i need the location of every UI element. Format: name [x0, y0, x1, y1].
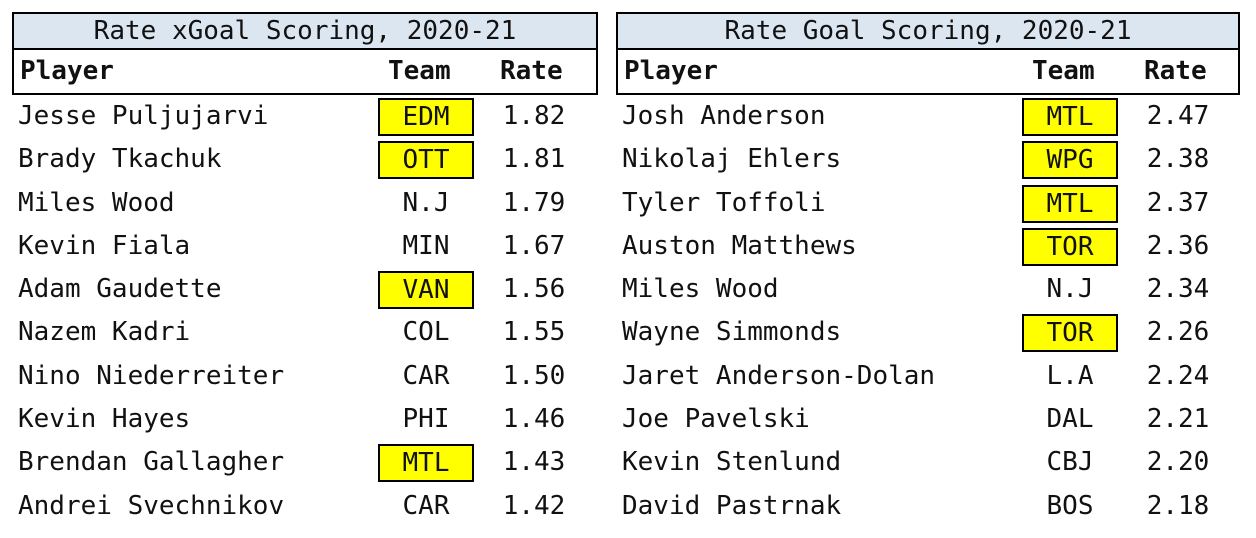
team-code: CAR: [402, 360, 450, 391]
rate-value: 2.36: [1146, 230, 1210, 261]
rate-value: 1.42: [502, 490, 566, 521]
team-badge-highlighted: WPG: [1022, 141, 1118, 180]
player-name: Jaret Anderson-Dolan: [622, 360, 936, 391]
table-row: Nikolaj Ehlers WPG 2.38: [616, 138, 1240, 181]
header-rate: Rate: [500, 56, 563, 86]
rate-value: 2.24: [1146, 360, 1210, 391]
player-name: Kevin Fiala: [18, 230, 191, 261]
player-name: Brendan Gallagher: [18, 447, 285, 478]
rate-value: 1.79: [502, 187, 566, 218]
team-code: DAL: [1046, 404, 1094, 435]
table-header: Player Team Rate: [616, 50, 1240, 95]
table-row: David Pastrnak BOS 2.18: [616, 485, 1240, 528]
header-rate: Rate: [1144, 56, 1207, 86]
table-header: Player Team Rate: [12, 50, 598, 95]
rate-value: 2.34: [1146, 274, 1210, 305]
player-name: Josh Anderson: [622, 101, 826, 131]
rate-value: 1.81: [502, 144, 566, 175]
player-name: Wayne Simmonds: [622, 317, 842, 348]
table-row: Brendan Gallagher MTL 1.43: [12, 441, 598, 484]
player-name: Kevin Stenlund: [622, 447, 842, 478]
rate-value: 2.37: [1146, 187, 1210, 218]
player-name: Kevin Hayes: [18, 404, 191, 435]
table-row: Joe Pavelski DAL 2.21: [616, 398, 1240, 441]
header-team: Team: [1032, 56, 1095, 86]
table-row: Nino Niederreiter CAR 1.50: [12, 355, 598, 398]
player-name: David Pastrnak: [622, 490, 842, 521]
rate-value: 2.47: [1146, 101, 1210, 131]
team-badge-highlighted: TOR: [1022, 227, 1118, 266]
header-team: Team: [388, 56, 451, 86]
team-badge-highlighted: EDM: [378, 98, 474, 136]
player-name: Nino Niederreiter: [18, 360, 285, 391]
team-badge-highlighted: OTT: [378, 141, 474, 180]
player-name: Brady Tkachuk: [18, 144, 222, 175]
rate-value: 1.55: [502, 317, 566, 348]
team-code: MIN: [402, 230, 450, 261]
rate-value: 1.82: [502, 101, 566, 131]
player-name: Miles Wood: [18, 187, 175, 218]
team-badge-highlighted: VAN: [378, 271, 474, 310]
team-code: L.A: [1046, 360, 1094, 391]
player-name: Joe Pavelski: [622, 404, 810, 435]
table-row: Josh Anderson MTL 2.47: [616, 95, 1240, 138]
table-row: Kevin Stenlund CBJ 2.20: [616, 441, 1240, 484]
table-row: Tyler Toffoli MTL 2.37: [616, 182, 1240, 225]
table-title: Rate xGoal Scoring, 2020-21: [12, 12, 598, 50]
team-badge-highlighted: MTL: [1022, 98, 1118, 136]
table-row: Brady Tkachuk OTT 1.81: [12, 138, 598, 181]
team-code: COL: [402, 317, 450, 348]
rate-value: 2.21: [1146, 404, 1210, 435]
rate-value: 2.18: [1146, 490, 1210, 521]
table-title: Rate Goal Scoring, 2020-21: [616, 12, 1240, 50]
rate-value: 2.20: [1146, 447, 1210, 478]
team-code: PHI: [402, 404, 450, 435]
xgoal-table: Rate xGoal Scoring, 2020-21 Player Team …: [12, 12, 598, 528]
rate-value: 1.56: [502, 274, 566, 305]
team-badge-highlighted: TOR: [1022, 314, 1118, 353]
table-row: Miles Wood N.J 2.34: [616, 268, 1240, 311]
rate-value: 1.67: [502, 230, 566, 261]
goal-table: Rate Goal Scoring, 2020-21 Player Team R…: [616, 12, 1240, 528]
table-row: Wayne Simmonds TOR 2.26: [616, 311, 1240, 354]
table-body: Jesse Puljujarvi EDM 1.82 Brady Tkachuk OTT 1…: [12, 95, 598, 528]
rate-value: 2.26: [1146, 317, 1210, 348]
table-row: Auston Matthews TOR 2.36: [616, 225, 1240, 268]
table-row: Miles Wood N.J 1.79: [12, 182, 598, 225]
rate-value: 1.46: [502, 404, 566, 435]
team-code: CBJ: [1046, 447, 1094, 478]
rate-value: 1.43: [502, 447, 566, 478]
player-name: Andrei Svechnikov: [18, 490, 285, 521]
table-row: Andrei Svechnikov CAR 1.42: [12, 485, 598, 528]
table-row: Adam Gaudette VAN 1.56: [12, 268, 598, 311]
header-player: Player: [624, 56, 718, 86]
table-row: Kevin Hayes PHI 1.46: [12, 398, 598, 441]
player-name: Auston Matthews: [622, 230, 857, 261]
team-code: N.J: [402, 187, 450, 218]
table-row: Jesse Puljujarvi EDM 1.82: [12, 95, 598, 138]
table-row: Jaret Anderson-Dolan L.A 2.24: [616, 355, 1240, 398]
table-row: Nazem Kadri COL 1.55: [12, 311, 598, 354]
table-row: Kevin Fiala MIN 1.67: [12, 225, 598, 268]
team-code: N.J: [1046, 274, 1094, 305]
team-badge-highlighted: MTL: [378, 444, 474, 483]
player-name: Jesse Puljujarvi: [18, 101, 269, 131]
team-badge-highlighted: MTL: [1022, 184, 1118, 223]
player-name: Tyler Toffoli: [622, 187, 826, 218]
rate-value: 2.38: [1146, 144, 1210, 175]
player-name: Adam Gaudette: [18, 274, 222, 305]
header-player: Player: [20, 56, 114, 86]
player-name: Nazem Kadri: [18, 317, 191, 348]
table-body: Josh Anderson MTL 2.47 Nikolaj Ehlers WPG 2.3…: [616, 95, 1240, 528]
player-name: Nikolaj Ehlers: [622, 144, 842, 175]
player-name: Miles Wood: [622, 274, 779, 305]
team-code: BOS: [1046, 490, 1094, 521]
team-code: CAR: [402, 490, 450, 521]
rate-value: 1.50: [502, 360, 566, 391]
